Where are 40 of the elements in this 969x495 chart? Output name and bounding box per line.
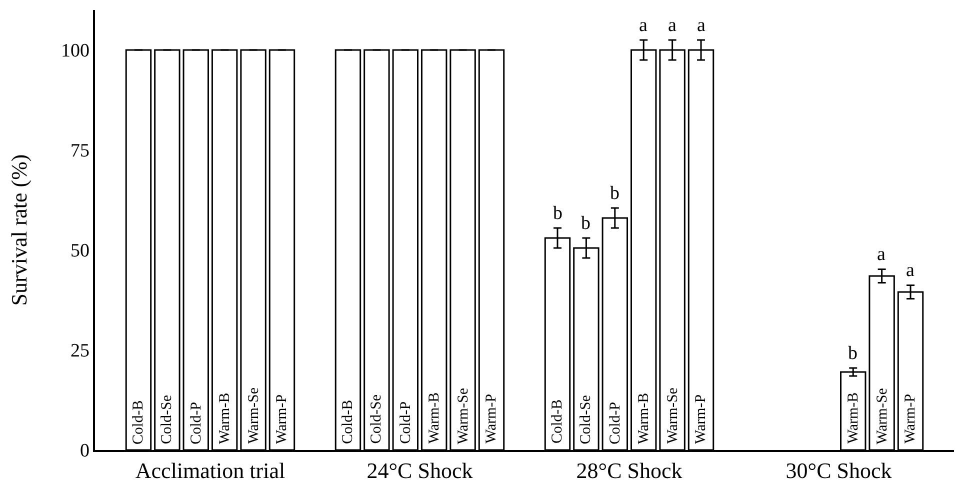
data-label: b xyxy=(581,213,590,234)
text: Cold-Se xyxy=(159,395,176,444)
text: Cold-P xyxy=(607,402,624,444)
y-tick-label: 25 xyxy=(70,340,90,362)
text: Warm-P xyxy=(693,394,710,444)
x-tick-label: Acclimation trial xyxy=(135,458,286,484)
series-label: Warm-Se xyxy=(874,388,890,444)
text: Warm-P xyxy=(902,394,919,444)
text: Cold-P xyxy=(398,401,414,444)
series-label: Cold-B xyxy=(130,400,146,444)
text: Warm-Se xyxy=(455,388,472,444)
series-label: Cold-P xyxy=(188,402,204,444)
text: Cold-B xyxy=(340,400,356,444)
text: Cold-B xyxy=(550,399,566,444)
data-label: a xyxy=(639,15,648,36)
data-label: b xyxy=(610,183,620,204)
text: Warm-B xyxy=(636,392,652,444)
data-label: b xyxy=(553,203,562,224)
y-tick-label: 0 xyxy=(80,440,90,462)
data-label: a xyxy=(697,15,706,36)
data-label: a xyxy=(668,15,677,36)
data-label: a xyxy=(877,244,886,265)
y-tick-label: 50 xyxy=(70,240,90,262)
series-label: Warm-B xyxy=(426,392,443,444)
x-tick-label: 30°C Shock xyxy=(786,458,892,484)
series-label: Cold-Se xyxy=(578,394,594,444)
x-tick-label: 24°C Shock xyxy=(366,458,473,484)
text: Warm-P xyxy=(484,394,500,444)
series-label: Warm-P xyxy=(274,394,290,444)
data-label: b xyxy=(848,343,858,364)
y-tick-label: 100 xyxy=(60,40,90,62)
y-tick-label: 75 xyxy=(70,140,90,162)
text: Warm-Se xyxy=(664,388,681,444)
data-label: a xyxy=(906,260,915,281)
text: Cold-Se xyxy=(368,394,385,444)
x-tick-label: 28°C Shock xyxy=(576,458,682,484)
y-axis-title: Survival rate (%) xyxy=(6,154,32,306)
text: Warm-Se xyxy=(246,388,262,444)
text: Warm-B xyxy=(217,392,234,444)
text: Warm-B xyxy=(846,392,862,444)
